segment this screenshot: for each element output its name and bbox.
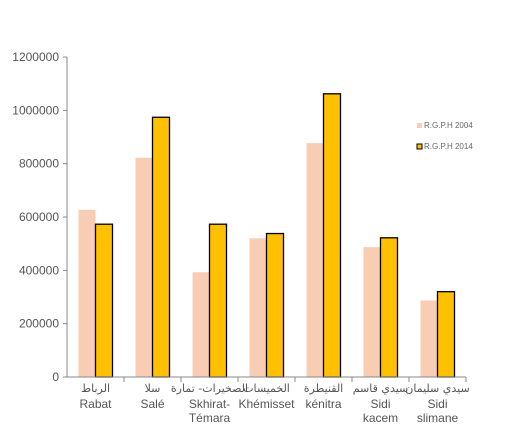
y-axis: 0 200000 400000 600000 800000 1000000 1200000 [12,50,68,384]
category-label-ar: الصخيرات- تمارة [171,382,248,395]
category-label-ar: الخميسات [243,382,290,395]
category-label-fr: Sidi [427,397,447,411]
category-label-ar: سيدي سليمان [405,382,469,395]
category-label-fr: Rabat [79,397,112,411]
category-label-fr: Khémisset [238,397,295,411]
y-tick-label: 0 [52,370,59,384]
category-label-fr: kacem [363,411,398,425]
category-label-ar: القنيطرة [304,382,343,395]
bar-2004 [78,209,96,377]
bar-2014 [322,93,342,378]
y-tick-label: 600000 [19,210,59,224]
y-tick-label: 1000000 [12,103,59,117]
legend-swatch [417,123,422,128]
x-axis: الرباط Rabat سلا Salé الصخيرات- تمارة Skhirat… [67,376,470,425]
category-label-fr: Skhirat- [189,397,230,411]
category-label-fr: Salé [140,397,164,411]
legend-swatch [416,143,423,150]
legend: R.G.P.H 2004 R.G.P.H 2014 [416,121,473,151]
category-label-ar: الرباط [81,382,110,395]
category-label-fr: Témara [189,411,231,425]
category-label-fr: slimane [417,411,459,425]
category-label-fr: kénitra [305,397,341,411]
legend-label: R.G.P.H 2004 [424,121,473,130]
legend-label: R.G.P.H 2014 [424,142,473,151]
y-tick-label: 400000 [19,263,59,277]
bar-2004 [135,157,153,377]
bar-2004 [363,247,381,377]
bar-2004 [249,238,267,377]
bar-2004 [420,300,438,377]
bar-2004 [306,143,324,377]
bars [78,93,456,378]
category-label-fr: Sidi [370,397,390,411]
y-tick-label: 800000 [19,157,59,171]
bar-2014 [94,223,114,378]
bar-2014 [436,291,456,378]
bar-2014 [265,232,285,378]
bar-2014 [379,237,399,378]
bar-2014 [151,116,171,378]
bar-2014 [208,223,228,378]
bar-2004 [192,272,210,377]
y-tick-label: 1200000 [12,50,59,64]
y-tick-label: 200000 [19,317,59,331]
category-label-ar: سلا [145,382,161,395]
category-label-ar: سيدي قاسم [353,382,409,395]
